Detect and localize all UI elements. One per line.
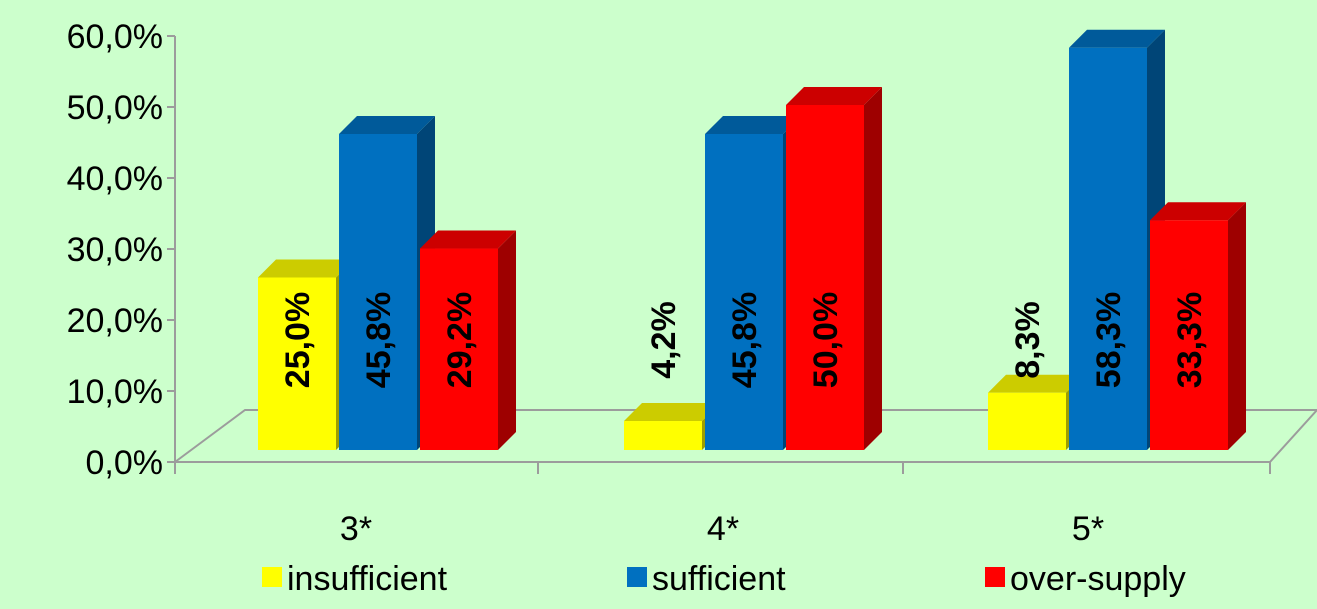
category-label: 5* xyxy=(1072,510,1104,548)
bar-top-face xyxy=(420,230,516,249)
y-tick-label: 60,0% xyxy=(67,18,163,56)
bar-front-face xyxy=(786,105,864,450)
bar-top-face xyxy=(624,403,720,422)
y-tick-label: 40,0% xyxy=(67,160,163,198)
category-label: 4* xyxy=(707,510,739,548)
legend-item-sufficient: sufficient xyxy=(627,560,786,598)
bar-top-face xyxy=(705,115,801,134)
bar-top-face xyxy=(1150,202,1246,221)
bar-side-face xyxy=(498,230,516,450)
y-tick-label: 50,0% xyxy=(67,89,163,127)
data-labels: 25,0% 45,8% 29,2% 4,2% 45,8% 50,0% 8,3% 58,3% 33… xyxy=(279,292,1209,388)
legend-swatch xyxy=(262,567,282,587)
data-label: 45,8% xyxy=(360,292,398,388)
data-label: 50,0% xyxy=(807,292,845,388)
category-label: 3* xyxy=(340,510,372,548)
data-label: 4,2% xyxy=(645,301,683,379)
data-label: 8,3% xyxy=(1009,301,1047,379)
bar-over-supply-3star xyxy=(420,230,516,450)
legend-label: sufficient xyxy=(652,560,786,598)
y-axis: 0,0% 10,0% 20,0% 30,0% 40,0% 50,0% 60,0% xyxy=(67,18,176,482)
x-axis: 3* 4* 5* xyxy=(174,462,1271,548)
bar-front-face xyxy=(1069,47,1147,450)
data-label: 29,2% xyxy=(441,292,479,388)
y-tick-label: 10,0% xyxy=(67,373,163,411)
y-tick-label: 0,0% xyxy=(86,444,164,482)
data-label: 45,8% xyxy=(726,292,764,388)
bar-front-face xyxy=(624,421,702,450)
bar-top-face xyxy=(786,87,882,105)
legend-label: insufficient xyxy=(287,560,448,598)
bar-side-face xyxy=(1228,202,1246,450)
bar-front-face xyxy=(988,392,1066,450)
bar-front-face xyxy=(258,277,336,450)
legend-label: over-supply xyxy=(1010,560,1186,598)
y-tick-label: 20,0% xyxy=(67,302,163,340)
data-label: 33,3% xyxy=(1171,292,1209,388)
bar-top-face xyxy=(1069,29,1165,48)
legend-item-over-supply: over-supply xyxy=(985,560,1186,598)
bar-top-face xyxy=(258,259,354,278)
y-tick-label: 30,0% xyxy=(67,231,163,269)
legend: insufficient sufficient over-supply xyxy=(262,560,1186,598)
bar-front-face xyxy=(339,133,417,451)
data-label: 58,3% xyxy=(1090,292,1128,388)
bar-front-face xyxy=(420,248,498,450)
bar-over-supply-5star xyxy=(1150,202,1246,450)
legend-item-insufficient: insufficient xyxy=(262,560,448,598)
bar-top-face xyxy=(339,115,435,134)
legend-swatch xyxy=(627,567,647,587)
legend-swatch xyxy=(985,567,1005,587)
bar-front-face xyxy=(1150,220,1228,450)
bar-front-face xyxy=(705,133,783,451)
bar-top-face xyxy=(988,374,1084,393)
data-label: 25,0% xyxy=(279,292,317,388)
bars xyxy=(258,29,1246,451)
bar-over-supply-4star xyxy=(786,87,882,450)
bar-side-face xyxy=(864,87,882,450)
